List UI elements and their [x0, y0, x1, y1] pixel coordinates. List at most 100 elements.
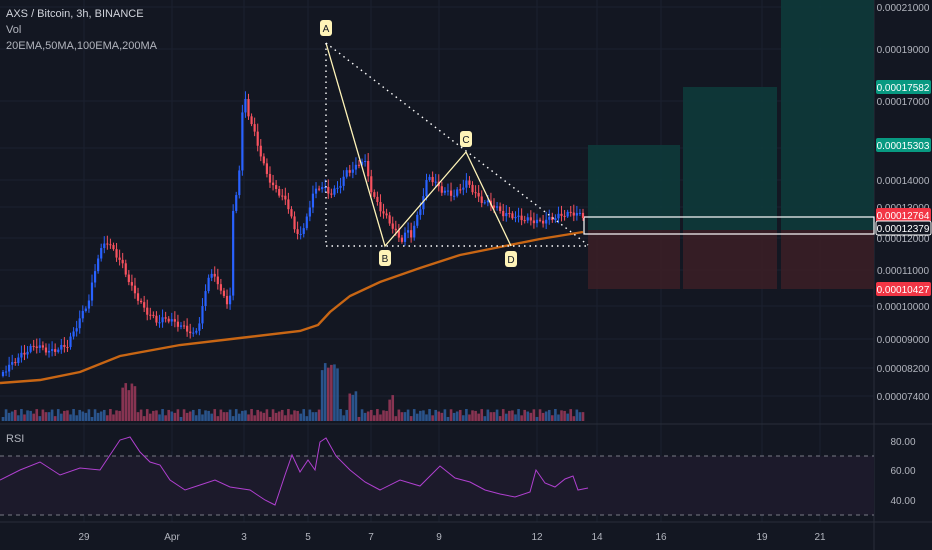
candle-body[interactable] [379, 202, 382, 212]
candle-body[interactable] [189, 331, 192, 334]
candle-body[interactable] [308, 207, 311, 217]
candle-body[interactable] [456, 189, 459, 196]
candle-body[interactable] [342, 176, 345, 186]
candle-body[interactable] [572, 212, 575, 216]
candle-body[interactable] [471, 184, 474, 193]
point-b-label-box[interactable] [379, 250, 391, 266]
candle-body[interactable] [495, 206, 499, 208]
candle-body[interactable] [354, 164, 358, 170]
candle-body[interactable] [72, 331, 75, 337]
candle-body[interactable] [333, 188, 336, 195]
candle-body[interactable] [394, 228, 397, 231]
candle-body[interactable] [462, 187, 465, 190]
candle-body[interactable] [78, 318, 81, 329]
candle-body[interactable] [538, 219, 542, 221]
abcd-pattern[interactable]: A B C D [320, 20, 589, 267]
candle-body[interactable] [348, 170, 351, 173]
point-a-label[interactable]: A [323, 24, 330, 35]
candle-body[interactable] [551, 216, 554, 220]
candle-body[interactable] [11, 362, 14, 365]
candle-body[interactable] [514, 216, 517, 219]
candle-body[interactable] [54, 349, 57, 352]
candle-body[interactable] [557, 213, 560, 219]
rsi-legend[interactable]: RSI [6, 433, 25, 445]
symbol-title[interactable]: AXS / Bitcoin, 3h, BINANCE [6, 8, 144, 20]
candle-body[interactable] [100, 248, 103, 259]
candle-body[interactable] [311, 193, 315, 208]
candle-body[interactable] [465, 180, 468, 188]
candle-body[interactable] [459, 189, 462, 191]
trade-zones[interactable] [583, 0, 875, 289]
point-d-label[interactable]: D [507, 255, 514, 266]
candle-body[interactable] [575, 213, 578, 216]
candle-body[interactable] [502, 210, 505, 217]
candle-body[interactable] [526, 217, 529, 221]
candle-body[interactable] [238, 170, 241, 196]
loss-zone[interactable] [683, 230, 777, 289]
candle-body[interactable] [581, 212, 585, 219]
candle-body[interactable] [413, 225, 416, 238]
candle-body[interactable] [103, 243, 106, 249]
candle-body[interactable] [554, 218, 557, 220]
candle-body[interactable] [431, 176, 434, 183]
candle-body[interactable] [321, 187, 324, 190]
candle-body[interactable] [535, 219, 539, 224]
candle-body[interactable] [35, 346, 38, 348]
candle-body[interactable] [136, 293, 140, 301]
candle-body[interactable] [403, 232, 407, 242]
candle-body[interactable] [520, 215, 523, 221]
candle-body[interactable] [241, 112, 244, 171]
candle-body[interactable] [532, 220, 535, 224]
candle-body[interactable] [51, 349, 54, 351]
candle-body[interactable] [17, 357, 20, 363]
candle-body[interactable] [388, 215, 391, 224]
candle-body[interactable] [198, 323, 201, 331]
candle-body[interactable] [133, 285, 137, 294]
candle-body[interactable] [508, 213, 511, 215]
candle-body[interactable] [161, 317, 164, 323]
candle-body[interactable] [44, 347, 48, 353]
candle-body[interactable] [548, 216, 551, 220]
candle-body[interactable] [124, 263, 127, 275]
candle-body[interactable] [287, 199, 290, 210]
candle-body[interactable] [26, 351, 29, 355]
candle-body[interactable] [449, 190, 453, 196]
candle-body[interactable] [121, 259, 124, 264]
candle-body[interactable] [29, 345, 32, 352]
candle-body[interactable] [391, 223, 394, 229]
pattern-leg-line[interactable] [325, 42, 512, 248]
candle-body[interactable] [256, 131, 259, 146]
candle-body[interactable] [195, 330, 198, 333]
candle-body[interactable] [265, 163, 269, 174]
candle-body[interactable] [20, 352, 23, 358]
candle-body[interactable] [81, 310, 84, 319]
candle-body[interactable] [284, 195, 287, 200]
candle-body[interactable] [443, 190, 447, 193]
candle-body[interactable] [529, 217, 532, 221]
candle-body[interactable] [32, 345, 35, 347]
candle-body[interactable] [210, 273, 213, 278]
price-badge[interactable] [876, 80, 931, 94]
profit-zone[interactable] [781, 0, 874, 230]
candle-body[interactable] [339, 185, 342, 188]
candle-body[interactable] [204, 291, 207, 307]
candle-body[interactable] [486, 200, 489, 203]
candle-body[interactable] [139, 300, 143, 303]
candle-body[interactable] [8, 364, 11, 372]
candle-body[interactable] [517, 215, 520, 217]
candle-body[interactable] [213, 273, 216, 277]
candle-body[interactable] [425, 180, 428, 197]
candle-body[interactable] [397, 230, 400, 238]
candle-body[interactable] [127, 274, 130, 283]
profit-zone[interactable] [683, 87, 777, 230]
candle-body[interactable] [293, 216, 296, 230]
candle-body[interactable] [146, 307, 149, 315]
candle-body[interactable] [281, 195, 284, 197]
candle-body[interactable] [428, 176, 431, 181]
candle-body[interactable] [367, 161, 370, 177]
candle-body[interactable] [474, 192, 477, 194]
candle-body[interactable] [47, 350, 51, 353]
candle-body[interactable] [382, 211, 385, 214]
candle-body[interactable] [262, 156, 265, 164]
candle-body[interactable] [370, 176, 373, 193]
